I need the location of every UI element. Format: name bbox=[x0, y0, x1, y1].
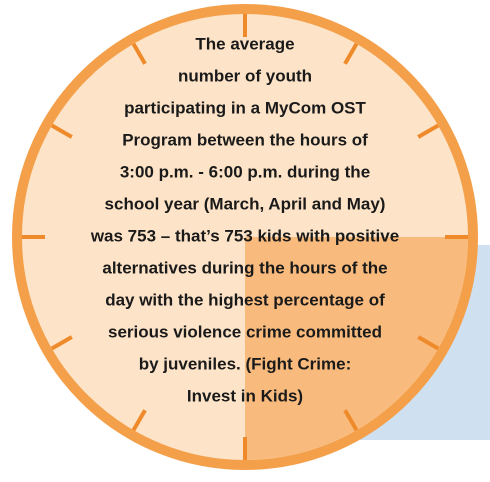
clock-tick bbox=[131, 409, 147, 432]
clock-tick bbox=[417, 123, 440, 139]
clock-tick bbox=[343, 409, 359, 432]
clock-tick bbox=[131, 42, 147, 65]
clock-ticks bbox=[22, 14, 468, 460]
text-line: Invest in Kids) bbox=[187, 386, 303, 405]
highlight-quadrant bbox=[245, 237, 468, 460]
text-line: alternatives during the hours of the bbox=[102, 258, 387, 277]
clock-tick bbox=[343, 42, 359, 65]
clock-tick bbox=[417, 335, 440, 351]
text-line: Program between the hours of bbox=[122, 130, 368, 149]
text-line: participating in a MyCom OST bbox=[124, 98, 366, 117]
text-line: day with the highest percentage of bbox=[105, 290, 385, 309]
text-line: The average bbox=[195, 34, 294, 53]
text-line: school year (March, April and May) bbox=[105, 194, 386, 213]
text-line: 3:00 p.m. - 6:00 p.m. during the bbox=[120, 162, 370, 181]
text-line: was 753 – that’s 753 kids with positive bbox=[90, 226, 399, 245]
text-line: by juveniles. (Fight Crime: bbox=[139, 354, 352, 373]
text-block: The average number of youth participating … bbox=[90, 34, 399, 405]
clock-tick bbox=[50, 335, 73, 351]
text-line: serious violence crime committed bbox=[108, 322, 382, 341]
clock-tick bbox=[50, 123, 73, 139]
text-line: number of youth bbox=[178, 66, 312, 85]
